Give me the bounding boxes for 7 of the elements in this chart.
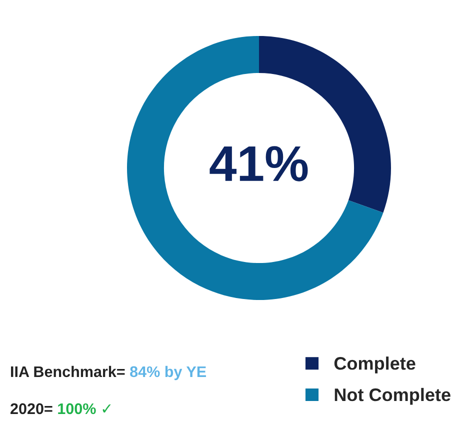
text: 2020= (10, 403, 52, 414)
text: 100% ✓ (58, 403, 111, 414)
text: IIA Benchmark= (11, 366, 125, 378)
text: 41% (210, 146, 308, 182)
legend-label: Not Complete (334, 388, 450, 405)
text: 84% by YE (130, 366, 206, 380)
legend-label: Complete (334, 356, 416, 374)
